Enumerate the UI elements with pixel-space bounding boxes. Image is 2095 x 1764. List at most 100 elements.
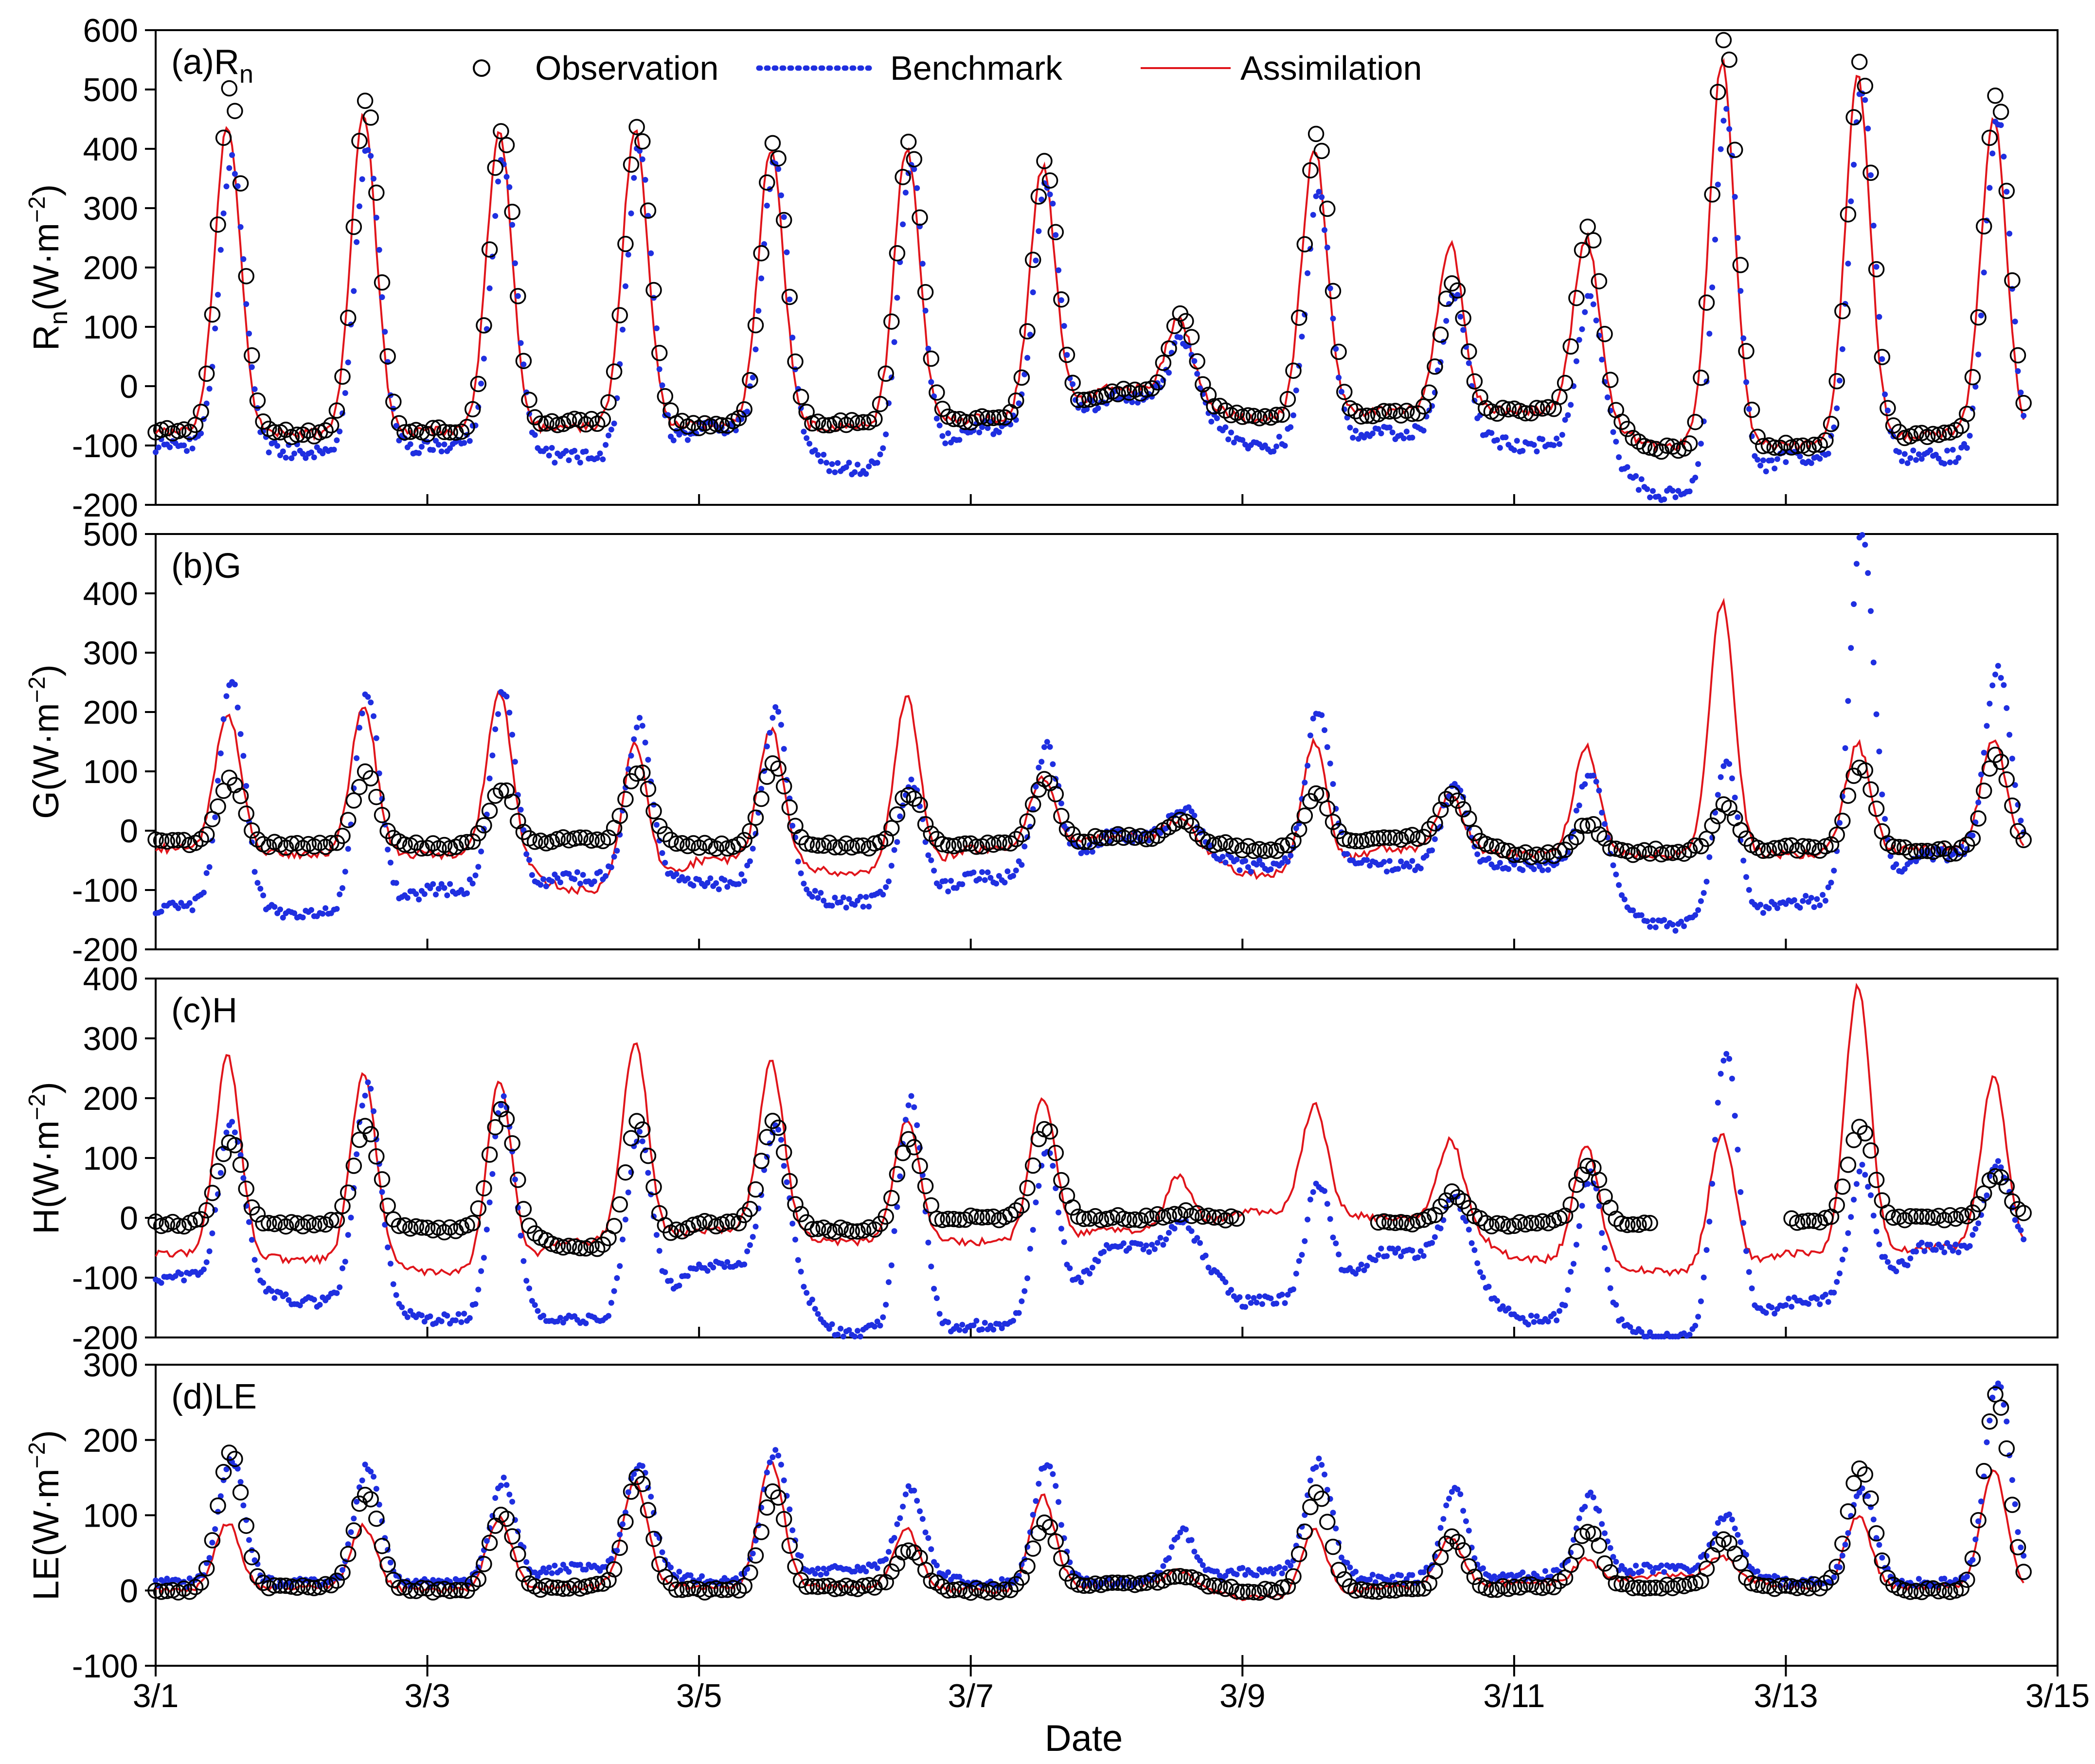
observation-point [1178,313,1194,330]
benchmark-point [1755,1568,1761,1574]
benchmark-point [1316,1455,1322,1461]
observation-point [1715,32,1732,49]
benchmark-point [815,895,821,901]
benchmark-point [2006,731,2013,738]
observation-point [1364,1583,1381,1600]
observation-point [1783,1210,1800,1227]
benchmark-point [1033,1498,1039,1504]
benchmark-point [985,425,991,431]
assimilation-series-line [155,982,2024,1277]
benchmark-point [359,710,365,716]
benchmark-point [1865,125,1871,132]
benchmark-point [1613,1559,1619,1565]
benchmark-point [1177,1530,1183,1535]
benchmark-point [212,814,218,820]
benchmark-point [699,1573,705,1579]
observation-point [1466,373,1483,390]
benchmark-point [707,875,714,881]
benchmark-point [266,449,272,456]
benchmark-point [843,905,849,911]
observation-point [1500,1218,1517,1235]
benchmark-point [246,330,252,337]
benchmark-point [1737,1539,1744,1545]
benchmark-point [546,1565,552,1571]
benchmark-point [1050,200,1056,207]
observation-point [1285,1568,1302,1585]
benchmark-point [750,374,756,381]
observation-point [1891,838,1907,855]
benchmark-point [291,910,298,916]
observation-point [1234,1584,1251,1600]
benchmark-point [1398,858,1404,865]
observation-point [357,1118,374,1135]
benchmark-point [1786,1296,1792,1302]
benchmark-point [340,1567,345,1573]
observation-point [1913,842,1930,859]
observation-point [1376,829,1392,846]
benchmark-point [2004,189,2010,195]
benchmark-point [809,893,815,900]
benchmark-point [936,422,943,428]
observation-point [334,1198,351,1214]
observation-point [322,835,340,852]
observation-point [946,1211,962,1228]
benchmark-point [1222,859,1229,866]
benchmark-point [1984,1439,1990,1445]
benchmark-point [371,1474,376,1480]
benchmark-point [829,1321,835,1327]
benchmark-point [1735,814,1741,820]
benchmark-point [750,1234,756,1240]
benchmark-point [821,897,827,904]
benchmark-point [1070,381,1076,387]
benchmark-point [1299,334,1305,340]
observation-point [272,1577,288,1594]
benchmark-point [826,468,832,474]
benchmark-point [1282,1565,1288,1571]
benchmark-point [1638,912,1645,918]
observation-point [1138,381,1155,398]
observation-point [1562,834,1579,851]
benchmark-point [684,1273,691,1279]
benchmark-point [234,704,241,711]
benchmark-point [1171,1226,1178,1232]
observation-point [798,835,815,852]
observation-point [685,1216,702,1233]
benchmark-point [1234,1571,1240,1578]
observation-point [1862,164,1879,181]
benchmark-point [1627,1324,1633,1330]
benchmark-point [1723,1051,1730,1057]
benchmark-point [659,850,665,856]
observation-point [974,1209,990,1226]
observation-point [589,415,606,432]
benchmark-point [1746,887,1752,893]
benchmark-point [662,859,668,866]
observation-point [1574,242,1591,258]
benchmark-point [1004,868,1011,874]
benchmark-point [155,445,161,450]
benchmark-point [418,444,425,450]
benchmark-point [1446,1496,1452,1502]
observation-point [464,401,481,418]
benchmark-point [1120,1240,1127,1247]
benchmark-point [591,878,597,885]
benchmark-point [1692,912,1699,918]
benchmark-point [1253,1300,1260,1306]
observation-point [815,1578,832,1595]
benchmark-point [778,1461,784,1468]
benchmark-point [1562,417,1568,423]
observation-point [1585,232,1602,249]
benchmark-point [1825,884,1831,891]
observation-point [1908,843,1924,859]
observation-point [1427,358,1443,375]
benchmark-point [475,1286,482,1293]
observation-point [775,1511,792,1528]
y-axis-label: G(W·m−2) [24,664,66,819]
benchmark-point [897,1515,903,1521]
observation-point [798,1578,815,1595]
observation-point [996,834,1013,851]
observation-point [413,1580,430,1597]
observation-point [1393,1214,1409,1230]
benchmark-point [1208,418,1215,425]
benchmark-point [897,1173,903,1179]
benchmark-point [880,445,886,451]
